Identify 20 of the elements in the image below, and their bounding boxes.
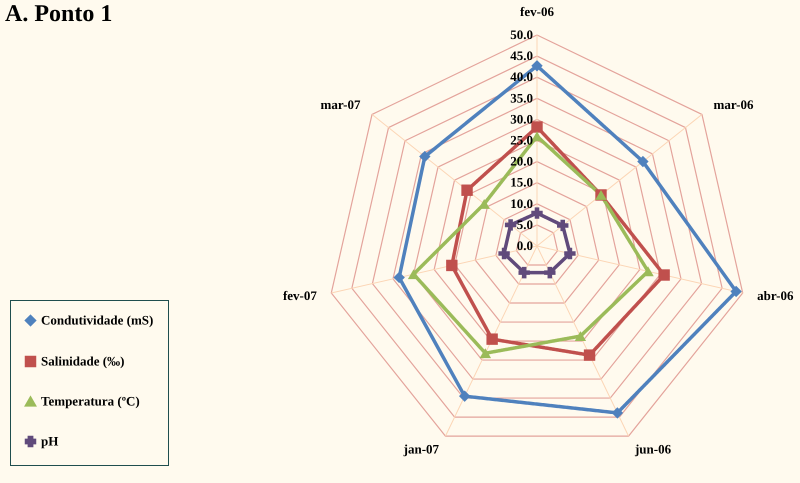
y-tick-label: 35.0: [510, 90, 533, 106]
spoke-label: abr-06: [757, 288, 794, 304]
y-tick-label: 15.0: [510, 174, 533, 190]
spoke-label: fev-06: [520, 4, 554, 19]
legend-label: Temperatura (ºC): [41, 394, 140, 408]
spoke-label: mar-06: [714, 97, 754, 112]
spoke-label: jan-07: [402, 441, 440, 456]
y-tick-label: 45.0: [510, 48, 533, 64]
y-tick-label: 50.0: [510, 27, 533, 42]
legend-label: Condutividade (mS): [41, 312, 154, 328]
legend-label: pH: [41, 434, 58, 448]
y-tick-label: 10.0: [510, 196, 533, 211]
y-tick-label: 0.0: [516, 238, 533, 253]
chart-title: A. Ponto 1: [5, 1, 112, 27]
spoke-label: jun-06: [634, 441, 672, 456]
y-tick-label: 30.0: [510, 111, 533, 126]
spoke-label: mar-07: [320, 97, 361, 112]
legend-label: Salinidade (‰): [41, 354, 124, 368]
y-tick-label: 5.0: [516, 216, 533, 232]
spoke-label: fev-07: [282, 288, 318, 304]
